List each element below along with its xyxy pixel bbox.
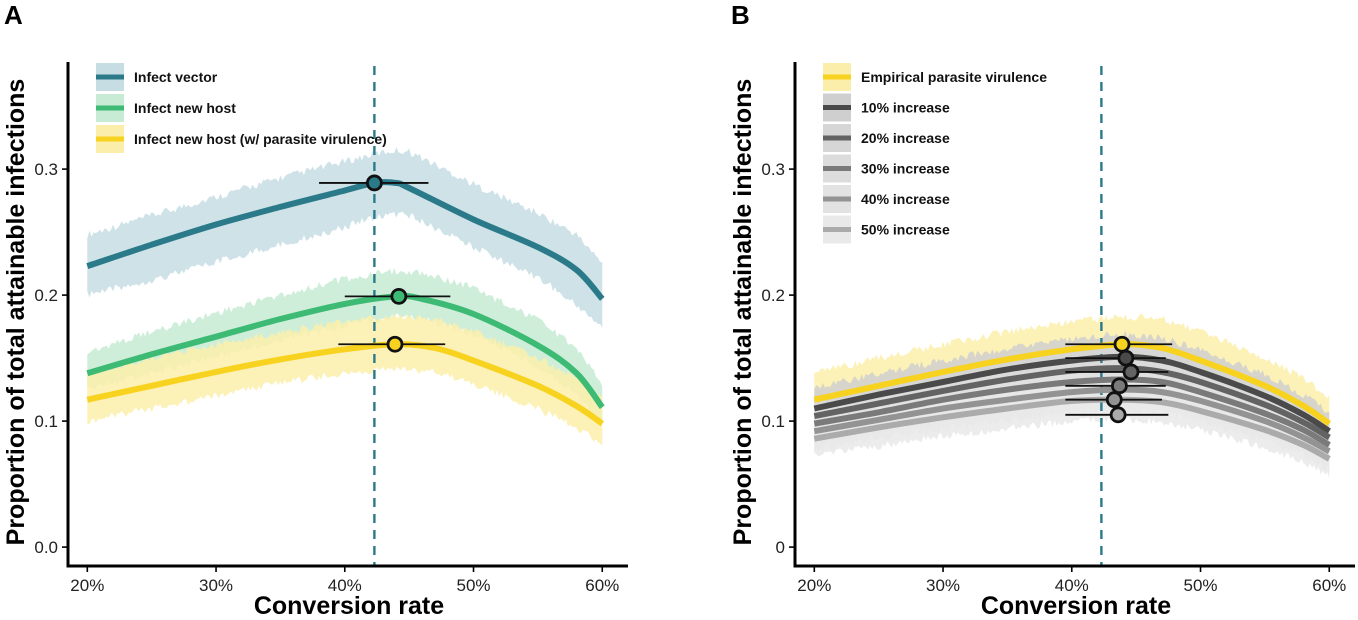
panel-b-x-tick-label: 50% [1184, 576, 1218, 595]
panel-b-optimum-marker-20-increase [1122, 363, 1140, 381]
panel-a-x-tick-label: 20% [70, 576, 104, 595]
panel-b-optimum-marker-50-increase [1109, 406, 1127, 424]
panel-b-legend-label-10-increase: 10% increase [861, 100, 950, 116]
panel-a-x-axis-title: Conversion rate [254, 592, 444, 620]
panel-b-x-tick-label: 60% [1312, 576, 1346, 595]
panel-b-legend-label-40-increase: 40% increase [861, 191, 950, 207]
panel-b-x-tick-label: 40% [1055, 576, 1089, 595]
panel-a-legend-label-infect-new-host-w-parasite-virulence: Infect new host (w/ parasite virulence) [134, 131, 387, 147]
panel-a-y-axis-title: Proportion of total attainable infection… [2, 79, 30, 546]
panel-b-legend-label-empirical-parasite-virulence: Empirical parasite virulence [861, 69, 1047, 85]
panel-a-optimum-marker-infect-new-host [390, 287, 408, 305]
panel-a-letter: A [4, 0, 23, 30]
panel-a-x-tick-label: 60% [585, 576, 619, 595]
panel-a: A Proportion of total attainable infecti… [2, 0, 628, 620]
panel-b-optimum-marker-40-increase [1105, 391, 1123, 409]
panel-a-optimum-marker-infect-new-host-w-parasite-virulence [386, 335, 404, 353]
panel-a-x-tick-label: 30% [199, 576, 233, 595]
panel-b: B Proportion of total attainable infecti… [729, 0, 1355, 620]
panel-b-line-20-increase [813, 365, 1331, 441]
panel-b-x-tick-label: 20% [797, 576, 831, 595]
panel-a-legend-label-infect-vector: Infect vector [134, 69, 218, 85]
panel-a-optimum-marker-infect-vector [365, 174, 383, 192]
panel-a-band-infect-new-host [87, 268, 603, 421]
panel-a-y-tick-label: 0.1 [34, 412, 58, 431]
panel-b-y-tick-label: 0.1 [761, 412, 785, 431]
panel-b-optimum-marker-30-increase [1111, 377, 1128, 395]
panel-b-letter: B [731, 0, 750, 30]
panel-a-y-tick-label: 0.2 [34, 286, 58, 305]
panel-b-y-axis-title: Proportion of total attainable infection… [729, 79, 757, 546]
panel-b-optimum-marker-empirical-parasite-virulence [1113, 335, 1131, 353]
panel-b-plot-area: 0 0.1 0.2 0.3 20% 30% 40% 50% 60% Empirical paras… [761, 62, 1355, 595]
panel-a-legend-label-infect-new-host: Infect new host [134, 100, 236, 116]
panel-a-plot-area: 0.0 0.1 0.2 0.3 20% 30% 40% 50% 60% Infect vector… [34, 62, 628, 595]
panel-b-optimum-marker-10-increase [1117, 349, 1135, 367]
panel-b-y-tick-label: 0 [776, 538, 785, 557]
panel-b-x-axis-title: Conversion rate [981, 592, 1171, 620]
panel-a-band-infect-vector [87, 147, 603, 328]
panel-b-y-tick-label: 0.3 [761, 160, 785, 179]
panel-a-band-infect-new-host-w-parasite-virulence [87, 313, 603, 446]
panel-b-band-empirical-parasite-virulence [814, 313, 1330, 448]
panel-b-x-tick-label: 30% [926, 576, 960, 595]
panel-a-y-tick-label: 0.0 [34, 538, 58, 557]
panel-a-y-tick-label: 0.3 [34, 160, 58, 179]
panel-a-x-tick-label: 50% [457, 576, 491, 595]
panel-b-legend-label-20-increase: 20% increase [861, 130, 950, 146]
panel-b-legend-label-30-increase: 30% increase [861, 161, 950, 177]
panel-a-x-tick-label: 40% [328, 576, 362, 595]
panel-b-legend-label-50-increase: 50% increase [861, 222, 950, 238]
panel-b-y-tick-label: 0.2 [761, 286, 785, 305]
